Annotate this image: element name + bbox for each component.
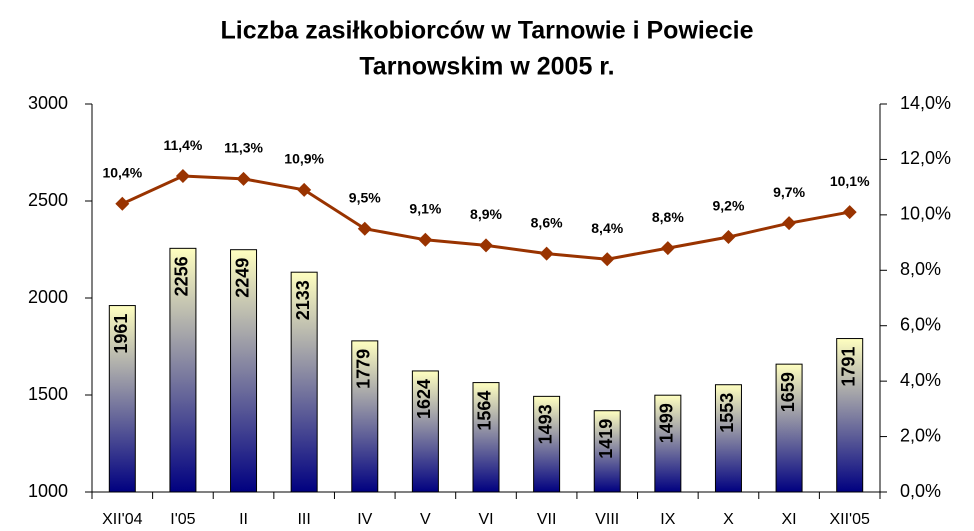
bar — [169, 247, 197, 493]
bar-label: 1553 — [717, 393, 737, 433]
bar-label: 1624 — [414, 379, 434, 419]
point-label: 8,8% — [652, 209, 684, 225]
bar — [533, 395, 561, 493]
bar-label: 2249 — [232, 258, 252, 298]
marker — [236, 171, 251, 186]
y-tick-label: 2500 — [28, 190, 68, 210]
y2-tick-label: 8,0% — [900, 259, 941, 279]
bar-label: 1564 — [475, 391, 495, 431]
bar — [654, 394, 682, 493]
bar-label: 1499 — [657, 403, 677, 443]
x-tick-label: I'05 — [170, 511, 195, 528]
bar — [775, 363, 803, 493]
marker — [175, 169, 190, 184]
point-label: 9,5% — [349, 189, 381, 205]
point-label: 9,7% — [773, 184, 805, 200]
bar — [472, 382, 500, 493]
marker — [600, 252, 615, 267]
bar-label: 1779 — [354, 349, 374, 389]
bar-label: 1493 — [535, 404, 555, 444]
x-tick-label: VIII — [595, 511, 619, 528]
y2-tick-label: 10,0% — [900, 204, 951, 224]
point-label: 10,4% — [102, 164, 142, 180]
y2-tick-label: 4,0% — [900, 370, 941, 390]
point-label: 8,6% — [531, 214, 563, 230]
bar — [411, 370, 439, 493]
x-tick-label: VII — [537, 511, 557, 528]
x-tick-label: V — [420, 511, 431, 528]
y-tick-label: 3000 — [28, 93, 68, 113]
bar — [290, 271, 318, 493]
bar — [230, 249, 258, 493]
bar-label: 1791 — [838, 347, 858, 387]
marker — [115, 196, 130, 211]
bar-label: 2133 — [293, 280, 313, 320]
y-tick-label: 1500 — [28, 384, 68, 404]
y2-tick-label: 2,0% — [900, 425, 941, 445]
x-tick-label: IV — [357, 511, 372, 528]
marker — [842, 205, 857, 220]
bar-label: 1961 — [111, 314, 131, 354]
y2-tick-label: 0,0% — [900, 481, 941, 501]
x-tick-label: II — [239, 511, 248, 528]
x-tick-label: VI — [478, 511, 493, 528]
y-tick-label: 2000 — [28, 287, 68, 307]
x-tick-label: XII'04 — [102, 511, 143, 528]
x-tick-label: III — [297, 511, 310, 528]
marker — [782, 216, 797, 231]
marker — [357, 221, 372, 236]
point-label: 11,3% — [224, 140, 263, 156]
bar — [593, 410, 621, 493]
y-tick-label: 1000 — [28, 481, 68, 501]
marker — [539, 246, 554, 261]
bar — [714, 384, 742, 493]
x-tick-label: XII'05 — [829, 511, 870, 528]
point-label: 8,9% — [470, 206, 502, 222]
bar-label: 1419 — [596, 419, 616, 459]
point-label: 11,4% — [163, 137, 202, 153]
marker — [297, 182, 312, 197]
bar — [108, 305, 136, 493]
point-label: 9,2% — [713, 198, 745, 214]
point-label: 9,1% — [409, 201, 441, 217]
y2-tick-label: 6,0% — [900, 314, 941, 334]
marker — [721, 230, 736, 245]
marker — [479, 238, 493, 253]
marker — [418, 232, 433, 247]
chart-title: Tarnowskim w 2005 r. — [359, 53, 614, 81]
marker — [660, 241, 675, 256]
y2-tick-label: 14,0% — [900, 93, 951, 113]
x-tick-label: XI — [782, 511, 797, 528]
bar-label: 2256 — [172, 256, 192, 296]
chart-title: Liczba zasiłkobiorców w Tarnowie i Powie… — [220, 17, 753, 45]
x-tick-label: IX — [660, 511, 675, 528]
bar — [351, 340, 379, 493]
point-label: 8,4% — [591, 220, 623, 236]
point-label: 10,9% — [284, 151, 324, 167]
point-label: 10,1% — [830, 173, 870, 189]
y2-tick-label: 12,0% — [900, 148, 951, 168]
bar — [836, 338, 864, 493]
bar-label: 1659 — [778, 372, 798, 412]
x-tick-label: X — [723, 511, 734, 528]
